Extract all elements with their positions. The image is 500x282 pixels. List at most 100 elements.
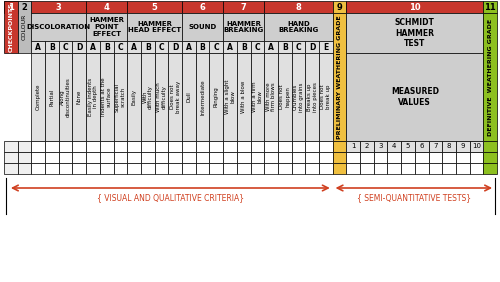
Bar xyxy=(59,152,72,163)
Bar xyxy=(86,41,100,53)
Bar xyxy=(223,163,237,174)
Bar xyxy=(141,141,154,152)
Text: A: A xyxy=(268,43,274,52)
Bar xyxy=(456,152,469,163)
Bar xyxy=(456,163,469,174)
Bar xyxy=(196,41,209,53)
Text: With a slight
blow: With a slight blow xyxy=(224,80,235,114)
Text: 9: 9 xyxy=(336,3,342,12)
Bar xyxy=(470,163,484,174)
Bar xyxy=(196,141,209,152)
Text: Breaks up
into pieces: Breaks up into pieces xyxy=(306,82,318,112)
Bar xyxy=(4,1,18,13)
Bar xyxy=(210,53,223,141)
Bar xyxy=(100,163,114,174)
Text: B: B xyxy=(49,43,55,52)
Bar xyxy=(374,141,388,152)
Bar xyxy=(4,152,18,163)
Bar xyxy=(346,152,360,163)
Bar xyxy=(154,141,168,152)
Bar xyxy=(86,152,100,163)
Bar xyxy=(114,152,127,163)
Bar xyxy=(442,163,456,174)
Bar xyxy=(59,141,72,152)
Bar xyxy=(18,141,32,152)
Text: DISCOLORATION: DISCOLORATION xyxy=(26,24,91,30)
Bar xyxy=(45,152,59,163)
Text: 10: 10 xyxy=(472,144,481,149)
Bar xyxy=(442,141,456,152)
Bar xyxy=(182,152,196,163)
Bar xyxy=(141,53,154,141)
Bar xyxy=(4,141,18,152)
Text: 11: 11 xyxy=(484,3,496,12)
Bar xyxy=(154,41,168,53)
Bar xyxy=(278,53,291,141)
Bar xyxy=(374,141,388,152)
Bar xyxy=(72,53,86,141)
Bar xyxy=(86,53,100,141)
Bar xyxy=(127,1,182,13)
Bar xyxy=(210,152,223,163)
Text: E: E xyxy=(323,43,328,52)
Bar xyxy=(127,41,141,53)
Bar xyxy=(59,53,72,141)
Bar xyxy=(264,141,278,152)
Bar xyxy=(415,141,428,152)
Bar xyxy=(264,152,278,163)
Bar xyxy=(114,163,127,174)
Text: Easily indents
in depth: Easily indents in depth xyxy=(88,78,99,116)
Bar xyxy=(250,141,264,152)
Bar xyxy=(210,163,223,174)
Bar xyxy=(182,53,196,141)
Bar xyxy=(456,141,469,152)
Bar xyxy=(306,53,319,141)
Text: Partial: Partial xyxy=(50,88,54,106)
Bar xyxy=(250,41,264,53)
Text: With more
firm blows: With more firm blows xyxy=(266,83,276,111)
Text: A: A xyxy=(90,43,96,52)
Text: Crumbles
into grains: Crumbles into grains xyxy=(293,82,304,112)
Text: Indents at the
surface: Indents at the surface xyxy=(102,78,112,116)
Bar xyxy=(346,141,360,152)
Text: HAMMER
POINT
EFFECT: HAMMER POINT EFFECT xyxy=(89,17,124,37)
Bar xyxy=(250,53,264,141)
Bar xyxy=(415,141,428,152)
Bar xyxy=(484,152,497,163)
Bar xyxy=(210,141,223,152)
Bar xyxy=(401,163,415,174)
Text: 1: 1 xyxy=(351,144,356,149)
Text: PRELIMINARY WEATHERING GRADE: PRELIMINARY WEATHERING GRADE xyxy=(337,15,342,139)
Text: D: D xyxy=(309,43,316,52)
Bar xyxy=(223,141,237,152)
Text: 6: 6 xyxy=(420,144,424,149)
Bar xyxy=(182,1,223,13)
Bar xyxy=(196,163,209,174)
Bar xyxy=(72,152,86,163)
Bar xyxy=(223,13,264,41)
Text: D: D xyxy=(76,43,82,52)
Text: { SEMI-QUANTITATIVE TESTS}: { SEMI-QUANTITATIVE TESTS} xyxy=(357,193,471,202)
Text: 2: 2 xyxy=(22,3,28,12)
Bar xyxy=(223,53,237,141)
Bar xyxy=(374,152,388,163)
Text: HAMMER
HEAD EFFECT: HAMMER HEAD EFFECT xyxy=(128,21,182,34)
Bar xyxy=(32,141,45,152)
Bar xyxy=(292,163,306,174)
Bar xyxy=(346,13,484,53)
Text: Complete: Complete xyxy=(36,84,41,110)
Bar xyxy=(470,152,484,163)
Text: Along
discontinuities: Along discontinuities xyxy=(60,77,71,117)
Bar xyxy=(484,1,497,13)
Bar xyxy=(428,163,442,174)
Bar xyxy=(264,163,278,174)
Bar xyxy=(415,163,428,174)
Bar xyxy=(374,163,388,174)
Text: C: C xyxy=(254,43,260,52)
Text: 4: 4 xyxy=(392,144,396,149)
Text: 8: 8 xyxy=(447,144,452,149)
Text: 6: 6 xyxy=(200,3,205,12)
Bar xyxy=(346,1,484,13)
Text: CHECKPOINTS: CHECKPOINTS xyxy=(8,2,14,52)
Bar xyxy=(168,41,182,53)
